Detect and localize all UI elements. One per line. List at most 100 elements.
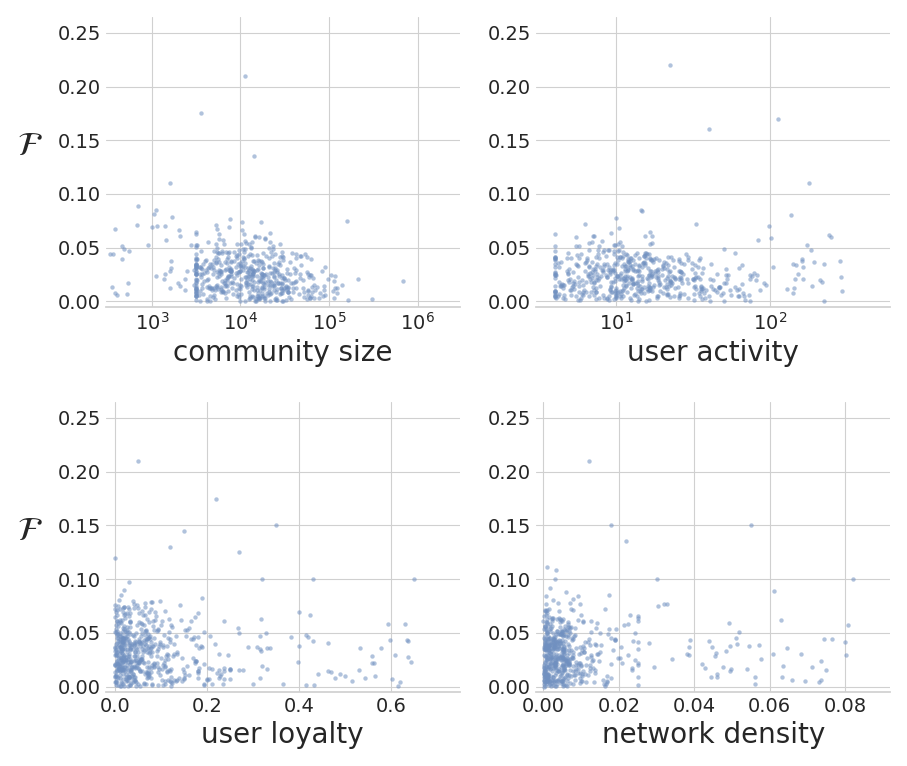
Point [544,680,559,692]
Point [239,280,254,293]
Point [672,255,687,267]
Point [112,663,127,675]
Point [642,248,657,260]
Point [192,260,207,273]
Point [118,653,132,665]
Point [743,269,757,281]
Point [548,251,562,264]
Point [578,218,592,231]
Point [118,639,132,651]
Point [566,678,580,690]
Point [138,597,152,609]
Point [159,650,173,662]
Point [317,280,331,292]
Point [158,219,172,231]
Point [210,247,225,259]
Point [651,267,666,279]
Point [195,592,210,604]
Point [555,292,570,304]
Point [572,656,587,669]
Point [115,602,130,614]
Point [551,652,566,664]
Point [661,259,676,271]
Point [120,288,134,300]
Point [229,284,243,296]
Point [549,667,563,679]
Point [655,263,669,275]
Point [141,616,156,628]
Point [246,255,260,267]
Point [626,277,640,289]
Point [189,260,203,273]
Point [541,660,555,673]
Point [235,224,249,236]
Point [126,595,141,607]
Point [151,679,165,692]
Point [189,639,203,651]
Point [142,646,157,658]
Point [614,291,629,303]
Point [546,636,561,648]
Point [112,636,127,648]
Point [672,265,687,277]
Point [600,676,615,688]
Point [569,663,583,676]
Point [157,273,171,285]
Point [617,282,631,294]
Point [267,270,281,283]
Point [548,655,562,667]
Point [786,283,801,295]
Point [546,627,561,639]
Point [205,678,219,690]
Point [588,265,602,277]
Point [269,286,284,299]
Point [563,670,578,683]
Point [324,666,338,678]
Point [123,643,138,656]
Point [238,243,252,255]
Point [169,675,183,687]
Point [127,597,141,610]
Point [189,289,203,301]
Point [189,261,203,273]
Point [547,673,561,686]
Point [202,282,217,294]
Point [696,261,710,273]
Point [620,270,635,282]
Point [233,279,248,291]
Point [224,277,239,289]
Point [729,637,744,650]
Point [110,628,124,640]
Point [156,630,171,642]
Point [563,602,578,614]
Point [602,623,617,635]
Point [224,264,239,277]
Point [273,282,288,294]
Point [118,607,132,620]
Point [116,663,131,675]
Point [611,273,626,285]
Point [231,663,246,676]
Point [597,244,611,256]
Point [541,640,555,652]
Point [548,663,562,676]
Point [131,656,145,668]
Point [672,273,687,285]
Point [145,595,160,607]
Point [139,624,153,637]
Point [230,288,245,300]
Point [108,671,122,683]
Point [548,663,562,675]
Point [638,249,652,261]
Point [573,641,588,653]
Point [208,293,222,305]
Point [540,635,554,647]
Point [108,602,122,614]
Point [555,666,570,679]
Point [197,275,211,287]
Point [558,660,572,673]
Point [385,673,400,685]
Point [685,257,699,270]
Point [207,264,221,276]
Point [539,643,553,656]
